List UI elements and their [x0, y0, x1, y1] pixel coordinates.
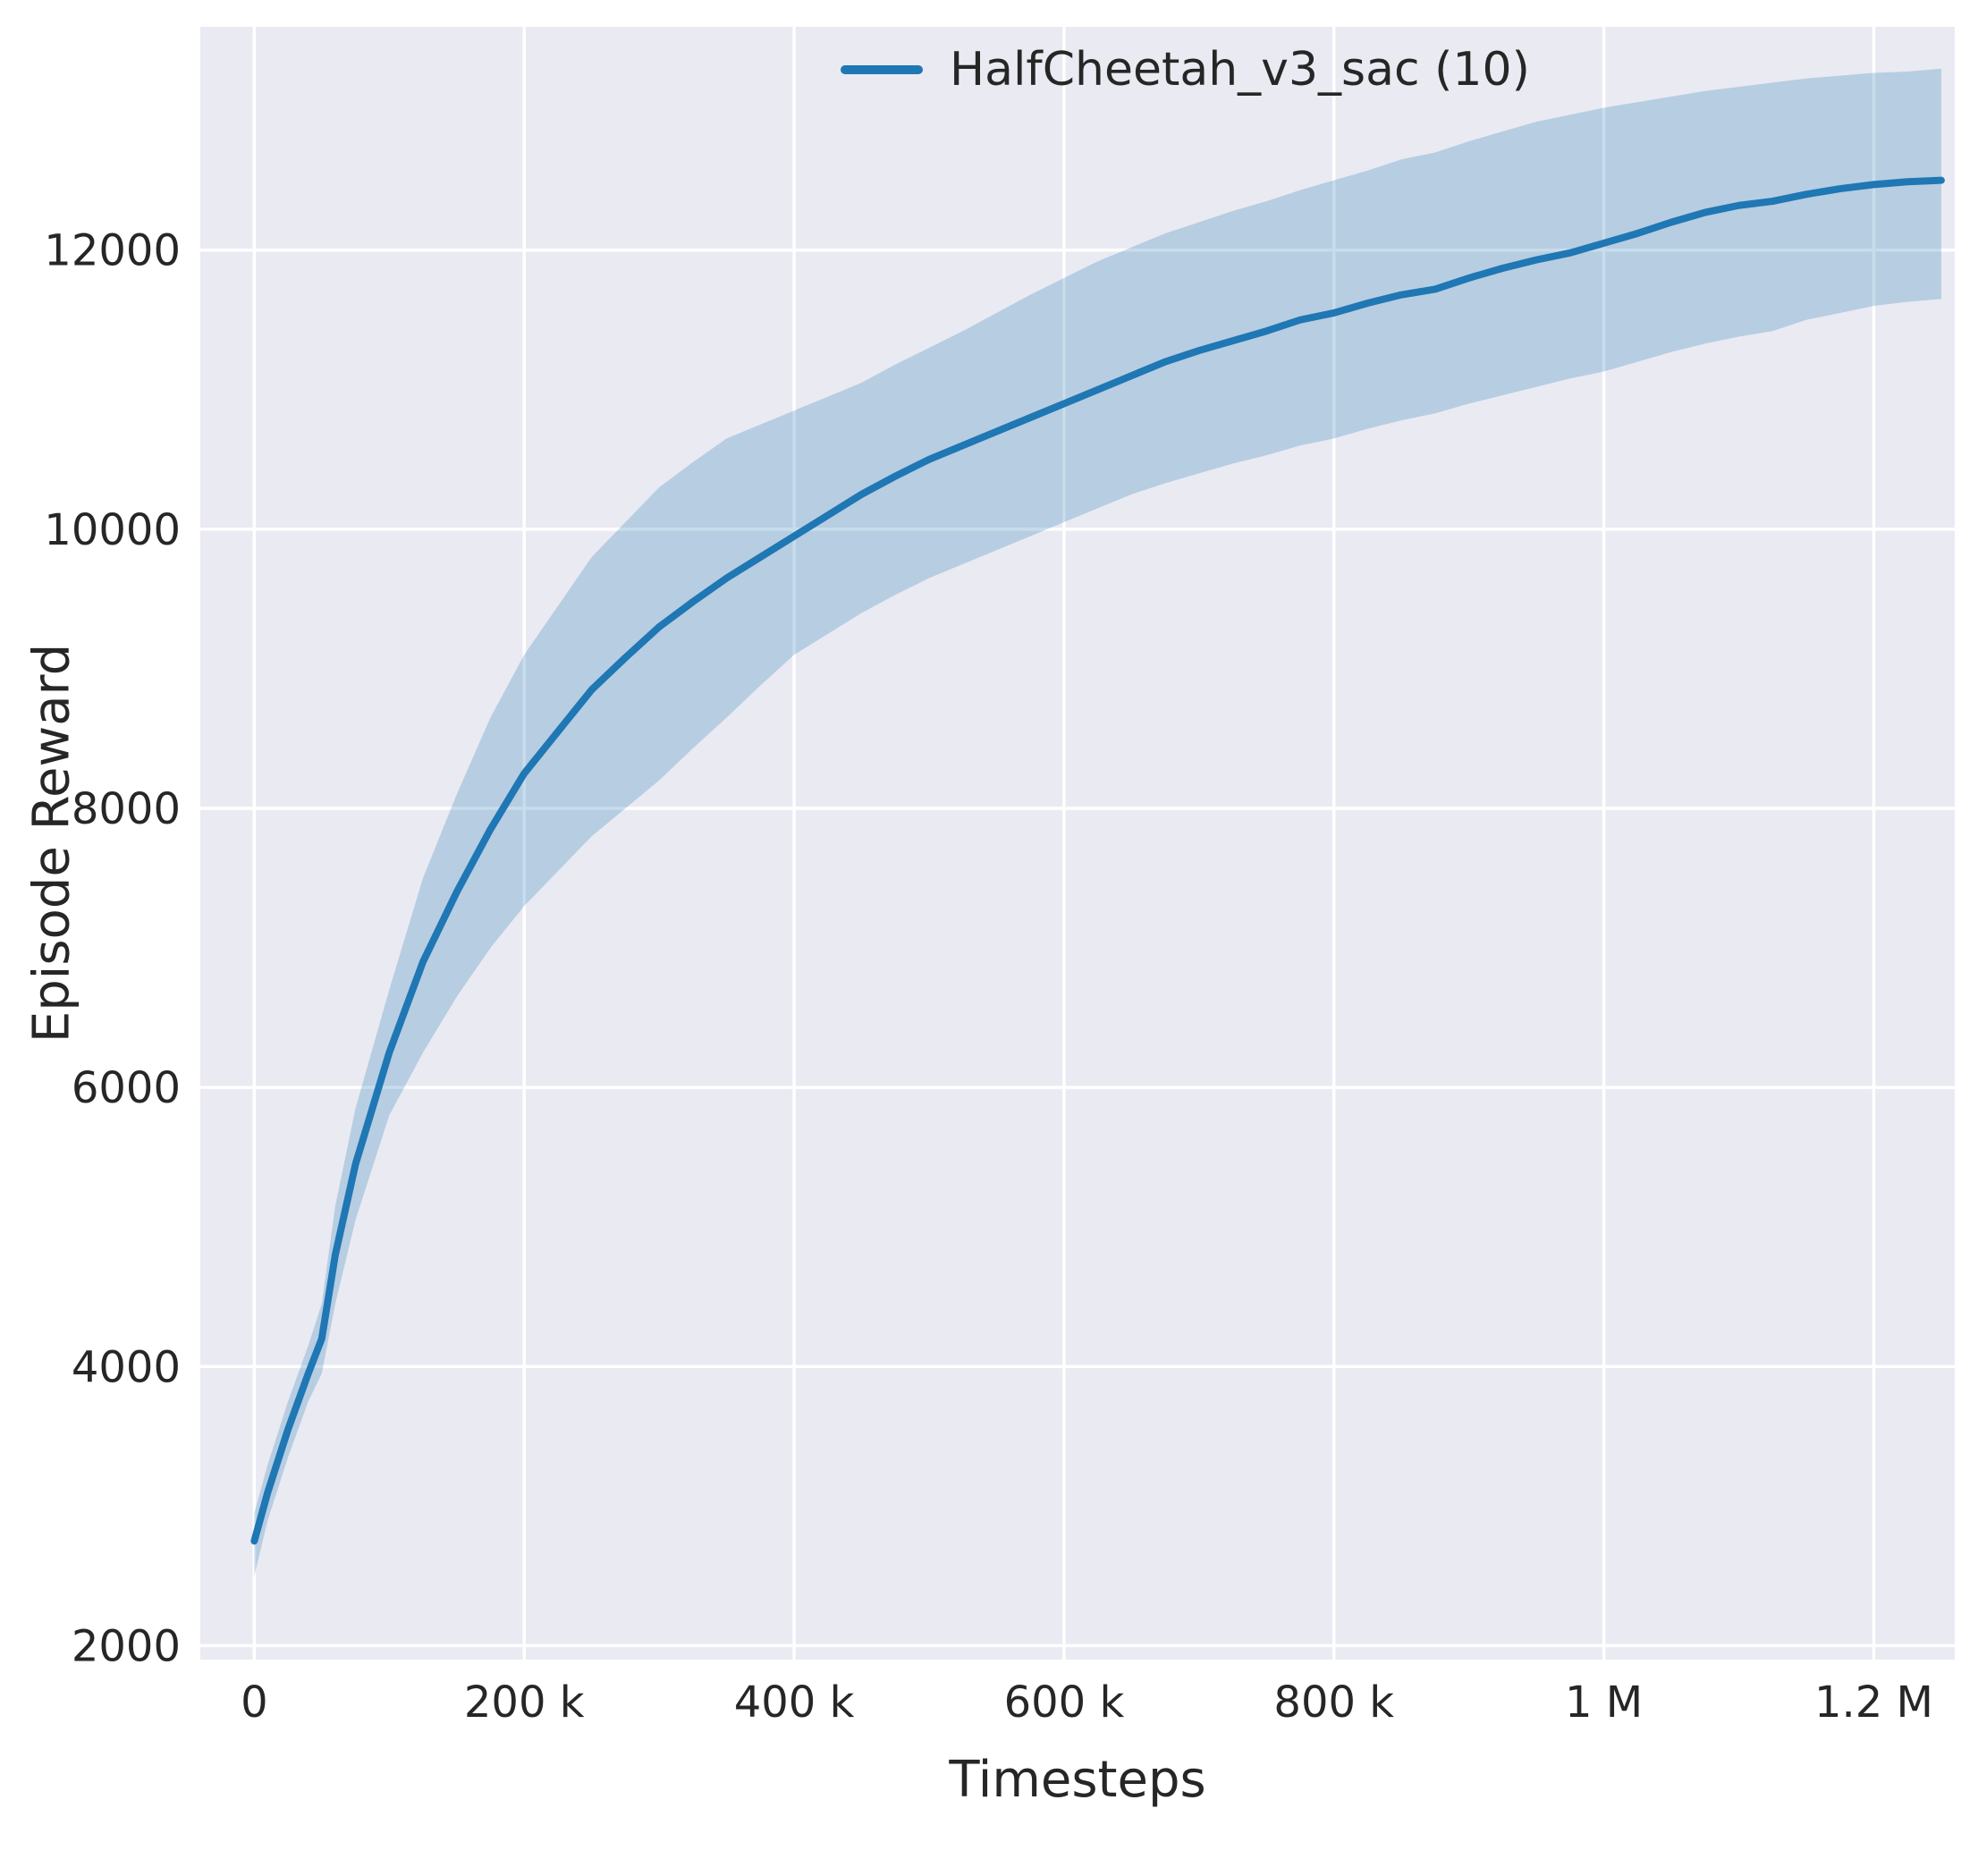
- x-axis-label: Timesteps: [949, 1751, 1206, 1809]
- y-tick-label: 10000: [44, 505, 181, 555]
- y-tick-label: 12000: [44, 226, 181, 276]
- legend-line-swatch: [841, 65, 923, 74]
- legend: HalfCheetah_v3_sac (10): [841, 43, 1530, 97]
- confidence-band: [254, 68, 1941, 1576]
- y-tick-label: 8000: [72, 784, 181, 834]
- x-tick-label: 1 M: [1565, 1677, 1643, 1728]
- x-tick-label: 200 k: [464, 1677, 585, 1728]
- legend-label: HalfCheetah_v3_sac (10): [950, 43, 1530, 97]
- y-tick-label: 2000: [72, 1621, 181, 1671]
- y-tick-label: 4000: [72, 1342, 181, 1392]
- mean-line: [250, 176, 1945, 1545]
- x-tick-label: 1.2 M: [1814, 1677, 1933, 1728]
- y-axis-label: Episode Reward: [22, 643, 81, 1044]
- x-tick-label: 400 k: [734, 1677, 855, 1728]
- plot-background: [200, 27, 1955, 1660]
- x-tick-label: 800 k: [1273, 1677, 1394, 1728]
- y-tick-label: 6000: [72, 1063, 181, 1113]
- x-tick-label: 600 k: [1004, 1677, 1125, 1728]
- x-tick-label: 0: [241, 1677, 268, 1728]
